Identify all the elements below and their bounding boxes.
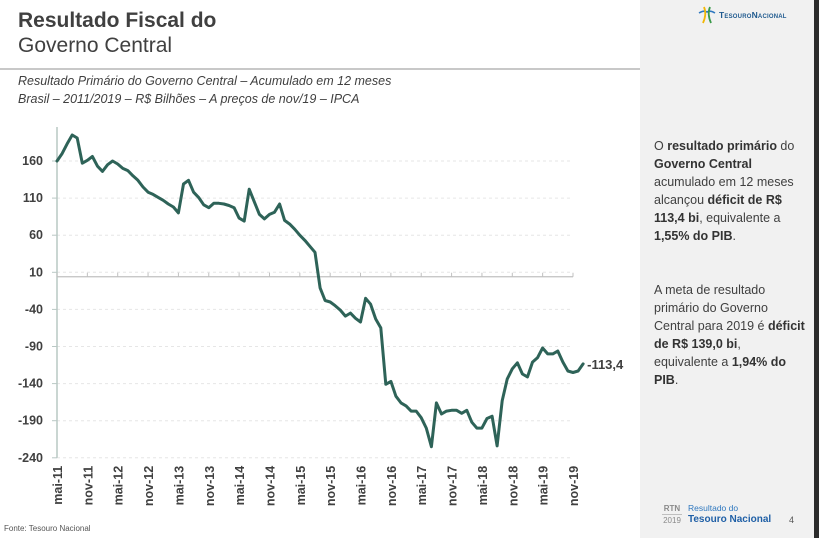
title-divider bbox=[0, 68, 640, 70]
logo-text: TesouroNacional bbox=[719, 10, 787, 20]
x-tick-label: mai-11 bbox=[51, 466, 65, 505]
data-labels: -113,4 bbox=[587, 357, 624, 372]
rtn-footer: RTN 2019 Resultado do Tesouro Nacional bbox=[662, 503, 771, 526]
chart-subtitle-2: Brasil – 2011/2019 – R$ Bilhões – A preç… bbox=[18, 92, 360, 106]
page-number: 4 bbox=[789, 515, 795, 525]
rtn-badge: RTN 2019 bbox=[662, 503, 682, 526]
y-tick-label: 10 bbox=[29, 265, 43, 279]
x-tick-label: nov-12 bbox=[142, 466, 156, 506]
x-tick-label: nov-15 bbox=[324, 466, 338, 506]
chart-subtitle-1: Resultado Primário do Governo Central – … bbox=[18, 74, 392, 88]
emphasis-text: 1,55% do PIB bbox=[654, 229, 733, 243]
emphasis-text: déficit de R$ 139,0 bi bbox=[654, 319, 805, 351]
rtn-title-line-1: Resultado do bbox=[688, 503, 739, 513]
y-tick-label: -140 bbox=[18, 377, 43, 391]
rtn-year: 2019 bbox=[663, 516, 681, 525]
x-tick-label: nov-14 bbox=[263, 466, 277, 506]
tesouro-nacional-logo-icon bbox=[698, 6, 716, 24]
x-tick-label: mai-16 bbox=[355, 466, 369, 506]
line-chart: 160 110 60 10 -40 -90 -140 -190 -240 mai-11 nov-1… bbox=[18, 127, 624, 506]
x-tick-labels: mai-11 nov-11 mai-12 nov-12 mai-13 nov-13 mai-… bbox=[51, 466, 581, 506]
rtn-title: Resultado do Tesouro Nacional bbox=[688, 503, 771, 525]
x-tick-label: mai-12 bbox=[112, 466, 126, 506]
side-panel bbox=[640, 0, 814, 538]
x-tick-label: nov-16 bbox=[385, 466, 399, 506]
source-note: Fonte: Tesouro Nacional bbox=[4, 524, 91, 533]
x-tick-label: mai-13 bbox=[172, 466, 186, 506]
body-text: O bbox=[654, 139, 668, 153]
tesouro-nacional-logo: TesouroNacional bbox=[698, 6, 787, 24]
x-tick-label: nov-19 bbox=[567, 466, 581, 506]
y-tick-labels: 160 110 60 10 -40 -90 -140 -190 -240 bbox=[18, 154, 43, 465]
body-text: A meta de resultado primário do Governo … bbox=[654, 283, 768, 333]
y-tick-label: 160 bbox=[22, 154, 43, 168]
page-title-bold: Resultado Fiscal do bbox=[18, 9, 217, 32]
y-tick-label: -40 bbox=[25, 302, 43, 316]
body-text: . bbox=[674, 373, 679, 387]
body-text: acumulado em 12 meses alcançou bbox=[654, 175, 794, 207]
emphasis-text: Governo Central bbox=[654, 157, 752, 171]
y-tick-label: 110 bbox=[23, 191, 43, 205]
summary-paragraph-2: A meta de resultado primário do Governo … bbox=[654, 281, 806, 389]
x-tick-label: mai-18 bbox=[476, 466, 490, 506]
rtn-title-line-2: Tesouro Nacional bbox=[688, 514, 772, 525]
x-tick-label: nov-11 bbox=[81, 466, 95, 506]
window-edge bbox=[814, 0, 819, 538]
y-tick-label: -240 bbox=[18, 451, 43, 465]
x-tick-label: mai-19 bbox=[537, 466, 551, 506]
body-text: , equivalente a bbox=[699, 211, 781, 225]
page-title-regular: Governo Central bbox=[18, 34, 173, 57]
body-text: . bbox=[732, 229, 736, 243]
x-tick-label: mai-14 bbox=[233, 466, 247, 506]
y-tick-label: 60 bbox=[29, 228, 43, 242]
x-tick-label: nov-13 bbox=[203, 466, 217, 506]
series bbox=[55, 133, 585, 449]
y-tick-label: -90 bbox=[25, 340, 43, 354]
emphasis-text: resultado primário bbox=[667, 139, 777, 153]
emphasis-text: déficit de R$ 113,4 bi bbox=[654, 193, 782, 225]
gridlines bbox=[57, 160, 573, 459]
x-tick-label: mai-15 bbox=[294, 466, 308, 506]
y-tick-label: -190 bbox=[18, 414, 43, 428]
body-text: do bbox=[776, 139, 795, 153]
series-line-resultado-primario bbox=[55, 133, 585, 449]
rtn-label: RTN bbox=[662, 504, 682, 515]
axes bbox=[52, 127, 574, 459]
body-text: , equivalente a bbox=[654, 337, 741, 369]
end-value-label: -113,4 bbox=[587, 357, 624, 372]
summary-paragraph-1: O resultado primário do Governo Central … bbox=[654, 137, 806, 245]
x-tick-label: nov-17 bbox=[446, 466, 460, 506]
x-tick-label: nov-18 bbox=[506, 466, 520, 506]
x-tick-label: mai-17 bbox=[415, 466, 429, 506]
emphasis-text: 1,94% do PIB bbox=[654, 355, 787, 387]
